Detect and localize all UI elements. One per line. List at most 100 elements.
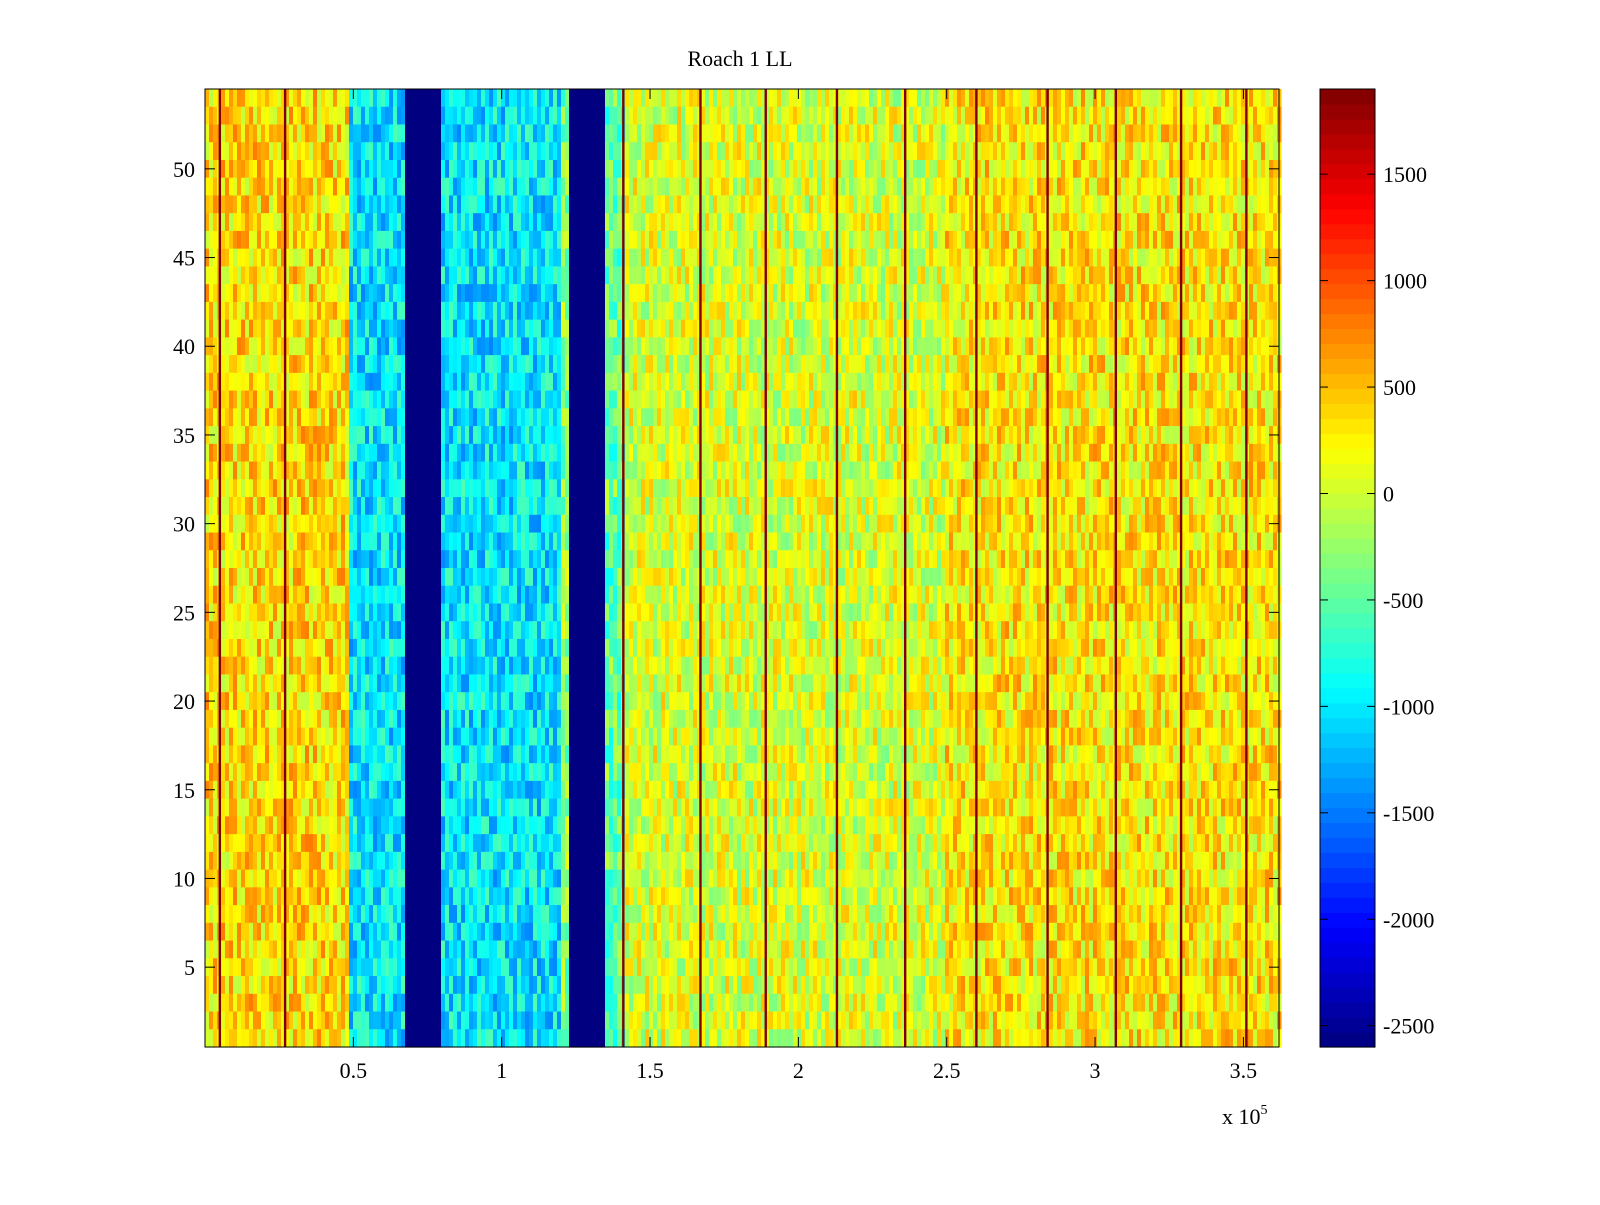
heatmap-cell [477,320,482,338]
heatmap-cell [477,107,482,125]
heatmap-cell [473,870,478,888]
heatmap-cell [365,302,370,320]
heatmap-cell [293,586,298,604]
heatmap-cell [497,763,502,781]
heatmap-cell [505,373,510,391]
heatmap-cell [541,621,546,639]
heatmap-cell [397,674,402,692]
heatmap-cell [405,515,410,533]
heatmap-cell [309,816,314,834]
heatmap-cell [293,958,298,976]
heatmap-cell [221,887,226,905]
heatmap-cell [301,266,306,284]
heatmap-cell [405,1029,410,1047]
heatmap-cell [457,284,462,302]
heatmap-cell [521,195,526,213]
heatmap-cell [501,674,506,692]
heatmap-cell [329,1029,334,1047]
heatmap-cell [293,621,298,639]
heatmap-cell [565,160,570,178]
heatmap-cell [457,178,462,196]
heatmap-cell [521,1029,526,1047]
heatmap-cell [421,887,426,905]
heatmap-cell [329,692,334,710]
heatmap-cell [397,160,402,178]
heatmap-cell [353,107,358,125]
heatmap-cell [321,231,326,249]
heatmap-cell [453,834,458,852]
heatmap-cell [317,976,322,994]
heatmap-cell [565,710,570,728]
heatmap-cell [301,745,306,763]
heatmap-cell [393,479,398,497]
heatmap-cell [469,479,474,497]
heatmap-cell [473,355,478,373]
heatmap-cell [345,958,350,976]
heatmap-cell [525,657,530,675]
heatmap-cell [473,178,478,196]
heatmap-cell [321,391,326,409]
heatmap-cell [309,249,314,267]
heatmap-cell [253,692,258,710]
heatmap-cell [245,710,250,728]
heatmap-cell [225,124,230,142]
heatmap-cell [301,799,306,817]
heatmap-cell [353,692,358,710]
heatmap-cell [561,710,566,728]
heatmap-cell [361,816,366,834]
heatmap-cell [317,745,322,763]
heatmap-cell [361,568,366,586]
heatmap-cell [505,941,510,959]
heatmap-cell [385,160,390,178]
heatmap-cell [349,674,354,692]
heatmap-cell [509,178,514,196]
heatmap-cell [521,568,526,586]
heatmap-cell [477,355,482,373]
heatmap-column [241,89,246,1048]
heatmap-cell [269,249,274,267]
heatmap-cell [449,107,454,125]
heatmap-cell [441,976,446,994]
heatmap-cell [265,568,270,586]
heatmap-cell [481,266,486,284]
heatmap-cell [245,586,250,604]
heatmap-cell [301,728,306,746]
heatmap-cell [481,373,486,391]
heatmap-cell [249,142,254,160]
heatmap-cell [469,905,474,923]
heatmap-cell [241,834,246,852]
heatmap-cell [533,178,538,196]
heatmap-cell [333,905,338,923]
heatmap-cell [253,213,258,231]
heatmap-cell [357,586,362,604]
heatmap-cell [377,994,382,1012]
heatmap-cell [221,834,226,852]
heatmap-cell [381,763,386,781]
heatmap-cell [509,213,514,231]
heatmap-cell [333,692,338,710]
heatmap-cell [273,195,278,213]
heatmap-cell [469,462,474,480]
heatmap-cell [261,941,266,959]
heatmap-cell [233,887,238,905]
heatmap-cell [289,284,294,302]
heatmap-cell [329,550,334,568]
heatmap-cell [221,426,226,444]
heatmap-cell [441,834,446,852]
heatmap-cell [561,160,566,178]
heatmap-cell [489,1012,494,1030]
heatmap-cell [401,657,406,675]
heatmap-cell [493,923,498,941]
heatmap-cell [561,195,566,213]
heatmap-cell [309,603,314,621]
heatmap-cell [385,266,390,284]
heatmap-column [477,89,482,1048]
heatmap-cell [385,745,390,763]
heatmap-cell [337,124,342,142]
heatmap-cell [361,373,366,391]
heatmap-cell [385,976,390,994]
heatmap-cell [245,905,250,923]
heatmap-cell [289,408,294,426]
heatmap-cell [461,515,466,533]
heatmap-cell [473,213,478,231]
